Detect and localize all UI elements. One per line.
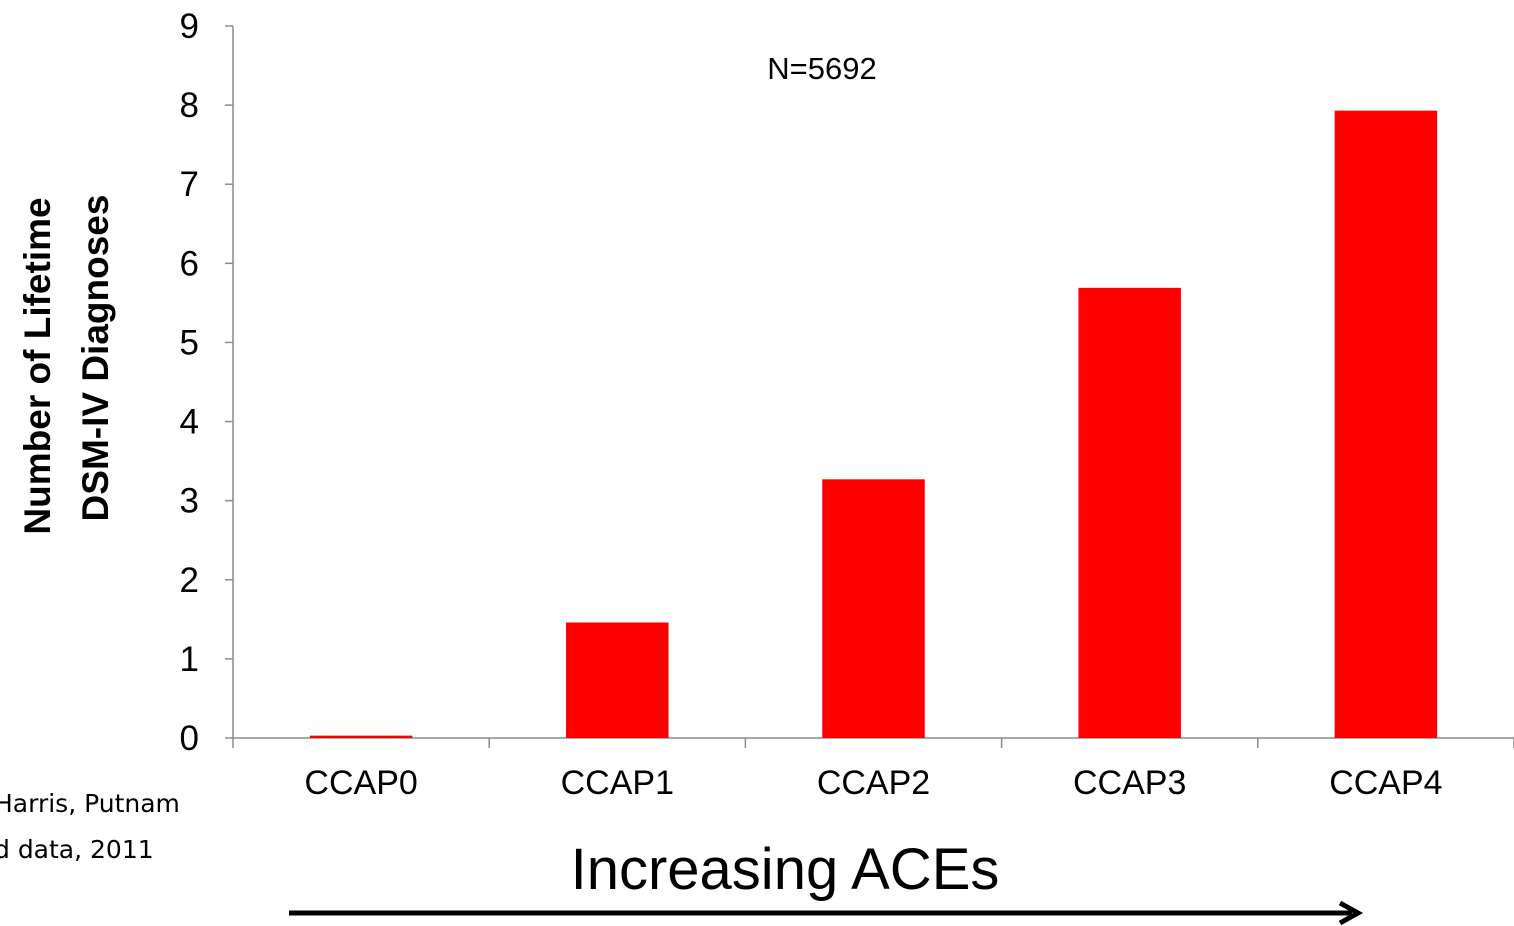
x-tick-label-ccap2: CCAP2 — [817, 764, 930, 802]
source-citation-line2: d data, 2011 — [0, 835, 154, 864]
x-axis-label: Increasing ACEs — [571, 837, 1000, 902]
y-axis-label-line2: DSM-IV Diagnoses — [75, 195, 116, 522]
sample-size-annotation: N=5692 — [767, 51, 876, 86]
source-citation-line1: Harris, Putnam — [0, 789, 180, 818]
y-ticks: 0 1 2 3 4 5 6 7 8 9 — [180, 7, 233, 758]
y-tick-label: 2 — [180, 561, 199, 600]
category-labels: CCAP0 CCAP1 CCAP2 CCAP3 CCAP4 — [304, 764, 1442, 802]
y-tick-label: 7 — [180, 165, 199, 204]
increasing-arrow-icon — [289, 900, 1364, 926]
y-tick-label: 4 — [180, 403, 199, 442]
y-tick-label: 0 — [180, 719, 199, 758]
bar-ccap1 — [566, 622, 669, 738]
x-ticks — [232, 738, 1514, 748]
y-tick-label: 8 — [180, 86, 199, 125]
bar-ccap0 — [309, 735, 413, 738]
y-tick-label: 3 — [180, 482, 199, 521]
y-tick-label: 1 — [180, 640, 199, 679]
bars — [309, 110, 1438, 739]
y-tick-label: 5 — [180, 323, 199, 362]
x-tick-label-ccap4: CCAP4 — [1329, 764, 1442, 802]
x-tick-label-ccap1: CCAP1 — [561, 764, 674, 802]
y-tick-label: 6 — [180, 244, 199, 283]
bar-ccap4 — [1334, 110, 1438, 739]
x-tick-label-ccap0: CCAP0 — [304, 764, 417, 802]
bar-ccap2 — [822, 479, 925, 738]
bar-ccap3 — [1078, 287, 1181, 738]
x-tick-label-ccap3: CCAP3 — [1073, 764, 1186, 802]
y-axis-label-line1: Number of Lifetime — [17, 197, 58, 534]
y-tick-label: 9 — [180, 7, 199, 46]
